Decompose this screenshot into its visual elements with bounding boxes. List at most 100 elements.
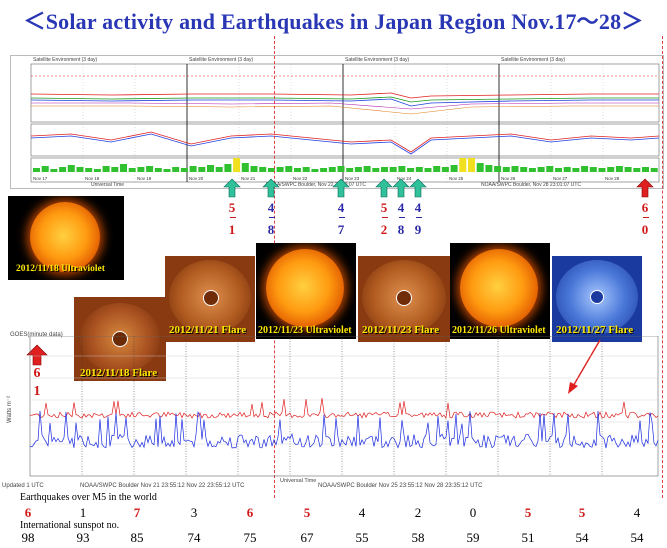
flare-pointer-arrow [568, 339, 601, 394]
kp-bar [267, 168, 275, 172]
marker-bottom-number: 9 [414, 222, 422, 237]
image-label: 2012/11/23 Flare [362, 324, 440, 336]
up-arrow-icon [375, 178, 393, 198]
kp-bar [528, 168, 536, 172]
kp-bar [294, 168, 301, 172]
marker-bottom-number: 2 [380, 222, 388, 237]
kp-bar [433, 166, 441, 172]
kp-bar [398, 166, 406, 172]
date-tick-label: Nov 22 [293, 176, 308, 181]
up-arrow-icon [223, 178, 241, 198]
image-uv-1118: 2012/11/18 Ultraviolet [8, 196, 124, 280]
earthquake-count: 2 [414, 505, 422, 520]
sat-header-4: Satellite Environment (3 day) [501, 57, 566, 63]
goes-footer-mid: NOAA/SWPC Boulder Nov 21 23:55:12 Nov 22… [80, 483, 245, 489]
kp-bar [320, 168, 328, 172]
kp-bar [189, 166, 197, 172]
kp-bar [59, 167, 67, 172]
goes-xray-chart: GOES(minute data) Watts m⁻² Universal Ti… [7, 332, 662, 488]
goes-chart-svg [29, 335, 659, 477]
earthquake-count: 4 [633, 505, 641, 520]
date-tick-label: Nov 21 [241, 176, 256, 181]
marker-top-number: 4 [267, 200, 275, 215]
kp-bar [502, 167, 510, 172]
earthquake-count: 3 [190, 505, 198, 520]
kp-bar [172, 167, 180, 172]
kp-bar [76, 167, 84, 172]
kp-bar [102, 166, 110, 172]
image-uv-1123: 2012/11/23 Ultraviolet [256, 243, 356, 339]
kp-bar [285, 166, 293, 172]
image-uv-1126: 2012/11/26 Ultraviolet [450, 243, 550, 339]
image-flare-1123: 2012/11/23 Flare [358, 256, 450, 342]
date-tick-label: Nov 27 [553, 176, 568, 181]
goes-footer-ut: Universal Time [280, 478, 317, 484]
kp-bar [546, 166, 554, 172]
kp-bar [598, 168, 606, 172]
sat-footer-left: Universal Time [91, 182, 125, 188]
kp-bar [328, 167, 336, 172]
sunspot-number: 54 [630, 530, 644, 545]
occulter-disc [203, 290, 219, 306]
sun-disc [266, 249, 344, 327]
earthquake-count: 7 [133, 505, 141, 520]
goes-label: GOES(minute data) [10, 332, 63, 338]
goes-long-trace [29, 398, 659, 419]
date-tick-label: Nov 20 [189, 176, 204, 181]
kp-bar [93, 169, 101, 172]
marker-underline [643, 217, 649, 218]
up-arrow-icon [409, 178, 427, 198]
kp-bar [476, 163, 484, 172]
earthquake-count: 5 [578, 505, 586, 520]
kp-bar [494, 166, 502, 172]
kp-bar [633, 168, 641, 172]
marker-underline [382, 217, 388, 218]
sunspot-number: 93 [76, 530, 90, 545]
sat-header-2: Satellite Environment (3 day) [189, 57, 254, 63]
kp-bar [354, 167, 362, 172]
up-arrow-icon [636, 178, 654, 198]
date-ticks: Nov 17 Nov 18 Nov 19 Nov 20 Nov 21 Nov 22 Nov … [33, 176, 620, 181]
date-tick-label: Nov 17 [33, 176, 48, 181]
red-up-arrow-icon [26, 344, 48, 366]
up-arrow-icon [332, 178, 350, 198]
image-flare-1127: 2012/11/27 Flare [552, 256, 642, 342]
kp-bar [520, 167, 528, 172]
kp-bar [50, 169, 58, 172]
marker-top-number: 5 [380, 200, 388, 215]
kp-bar [563, 167, 571, 172]
image-label: 2012/11/18 Ultraviolet [16, 264, 105, 274]
kp-bar [607, 167, 615, 172]
earthquake-count: 5 [303, 505, 311, 520]
date-tick-label: Nov 19 [137, 176, 152, 181]
kp-bar [233, 158, 241, 172]
left-marker-top: 6 [33, 366, 41, 381]
kp-bar [302, 167, 310, 172]
kp-bar [372, 168, 380, 172]
date-tick-label: Nov 24 [397, 176, 412, 181]
earthquake-count: 5 [524, 505, 532, 520]
sunspot-number: 51 [521, 530, 535, 545]
kp-bar [41, 166, 49, 172]
date-tick-label: Nov 25 [449, 176, 464, 181]
marker-bottom-number: 7 [337, 222, 345, 237]
kp-bar [250, 166, 258, 172]
marker-bottom-number: 1 [228, 222, 236, 237]
kp-bar [154, 168, 162, 172]
earthquake-count: 4 [358, 505, 366, 520]
kp-bar [450, 165, 458, 172]
occulter-disc [112, 331, 128, 347]
kp-bar [346, 168, 354, 172]
date-tick-label: Nov 26 [501, 176, 516, 181]
marker-underline [269, 217, 275, 218]
kp-bar [415, 167, 423, 172]
kp-bar [624, 167, 632, 172]
marker-top-number: 4 [414, 200, 422, 215]
kp-bar [224, 164, 232, 172]
kp-bar [180, 168, 188, 172]
image-label: 2012/11/26 Ultraviolet [452, 325, 546, 336]
